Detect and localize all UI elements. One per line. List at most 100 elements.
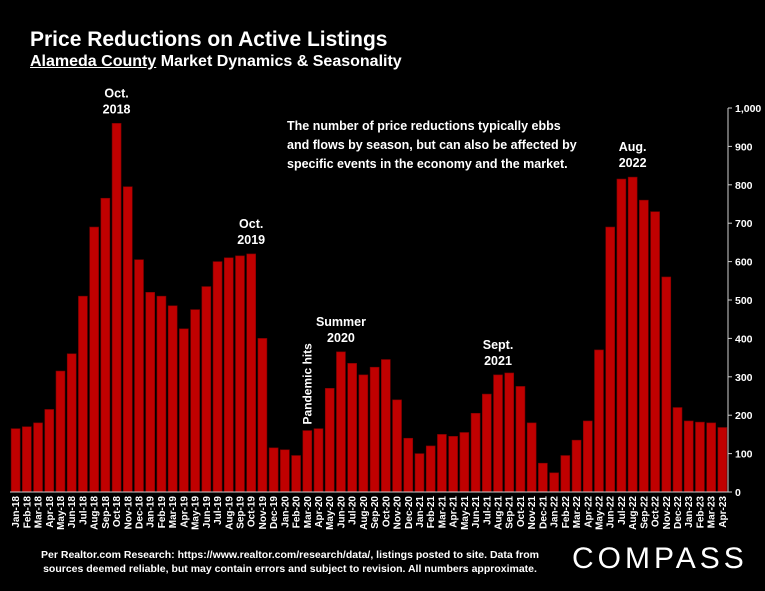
x-tick-label: Oct-20: [381, 496, 392, 528]
bar-oct-18: [111, 123, 122, 493]
x-tick-label: Feb-18: [22, 496, 33, 529]
x-tick-label: Aug-19: [224, 496, 235, 530]
y-tick-label: 300: [735, 372, 753, 384]
x-tick-label: Apr-18: [45, 496, 56, 528]
x-tick-label: Feb-22: [561, 496, 572, 529]
x-tick-label: Sep-19: [235, 496, 246, 529]
bar-oct-21: [515, 386, 526, 493]
annotation-label: 2018: [103, 102, 131, 116]
x-tick-label: May-21: [460, 496, 471, 530]
annotation-label: Oct.: [239, 217, 263, 231]
x-tick-label: Jul-21: [482, 496, 493, 525]
bar-jul-22: [616, 178, 627, 493]
x-tick-label: Jun-20: [336, 496, 347, 529]
x-tick-label: Feb-23: [695, 496, 706, 529]
bar-dec-20: [403, 437, 414, 493]
x-tick-label: Aug-20: [359, 496, 370, 530]
x-tick-label: Dec-21: [538, 496, 549, 529]
x-tick-label: Oct-21: [516, 496, 527, 528]
bar-mar-20: [302, 430, 313, 493]
x-tick-label: Sep-20: [370, 496, 381, 529]
x-tick-label: Mar-20: [303, 496, 314, 529]
bar-jan-21: [414, 453, 425, 493]
x-tick-label: Jan-20: [280, 496, 291, 528]
bar-aug-18: [89, 226, 99, 493]
x-tick-label: Jun-18: [67, 496, 78, 529]
source-footnote: Per Realtor.com Research: https://www.re…: [30, 548, 550, 576]
x-tick-label: Jul-20: [348, 496, 359, 525]
bar-nov-22: [661, 276, 672, 493]
x-tick-label: Jun-21: [471, 496, 482, 529]
bar-may-18: [55, 370, 66, 493]
bar-feb-23: [695, 421, 705, 493]
bar-feb-18: [22, 426, 32, 493]
chart-note-line: The number of price reductions typically…: [287, 119, 561, 133]
bar-jan-18: [10, 428, 21, 493]
x-tick-label: Jul-19: [213, 496, 224, 525]
x-tick-label: Oct-22: [651, 496, 662, 528]
x-tick-label: Mar-22: [572, 496, 583, 529]
bar-oct-19: [246, 253, 256, 493]
bar-mar-19: [167, 305, 178, 493]
x-tick-label: Dec-20: [404, 496, 415, 529]
x-tick-label: Mar-18: [34, 496, 45, 529]
x-tick-label: Nov-19: [258, 496, 269, 530]
bar-dec-21: [538, 462, 548, 493]
annotation-label: Oct.: [104, 86, 128, 100]
bar-mar-23: [706, 422, 716, 493]
bar-aug-21: [493, 374, 503, 493]
bar-feb-20: [291, 455, 301, 493]
bar-apr-21: [448, 436, 458, 493]
bar-apr-22: [582, 420, 593, 493]
x-tick-label: Apr-20: [314, 496, 325, 528]
x-tick-label: Dec-18: [135, 496, 146, 529]
chart-subtitle: Alameda County Market Dynamics & Seasona…: [30, 53, 402, 71]
annotation-label: Aug.: [619, 140, 647, 154]
bar-dec-18: [134, 259, 144, 493]
bar-jul-21: [482, 393, 492, 493]
x-tick-label: Jan-21: [415, 496, 426, 528]
bar-jan-23: [683, 420, 694, 493]
x-tick-label: Aug-22: [628, 496, 639, 530]
x-tick-label: May-18: [56, 496, 67, 530]
annotation-label: 2020: [327, 331, 355, 345]
bar-jun-21: [470, 412, 481, 493]
x-tick-label: Feb-20: [292, 496, 303, 529]
x-tick-label: May-22: [594, 496, 605, 530]
x-tick-label: Mar-19: [168, 496, 179, 529]
x-tick-label: Nov-22: [662, 496, 673, 530]
bar-may-21: [459, 432, 470, 493]
bar-nov-20: [392, 399, 402, 493]
y-tick-label: 100: [735, 449, 753, 461]
bar-sep-21: [504, 372, 515, 493]
bar-aug-20: [358, 374, 369, 493]
bar-mar-21: [437, 434, 447, 493]
y-tick-label: 700: [735, 218, 753, 230]
bar-nov-18: [123, 186, 133, 493]
y-tick-label: 800: [735, 180, 753, 192]
x-tick-label: Sep-22: [639, 496, 650, 529]
y-tick-label: 400: [735, 333, 753, 345]
x-tick-label: Apr-19: [179, 496, 190, 528]
source-line-2: sources deemed reliable, but may contain…: [43, 563, 537, 575]
bar-mar-22: [571, 439, 582, 493]
bar-nov-21: [526, 422, 537, 493]
x-tick-label: Apr-22: [583, 496, 594, 528]
x-tick-label: Mar-23: [707, 496, 718, 529]
x-tick-label: Jan-19: [146, 496, 157, 528]
bar-jun-22: [605, 226, 615, 493]
bar-jul-20: [347, 363, 357, 493]
bar-feb-19: [156, 295, 167, 493]
x-tick-label: Sep-21: [505, 496, 516, 529]
x-tick-label: Aug-21: [494, 496, 505, 530]
x-tick-label: Feb-19: [157, 496, 168, 529]
annotation-label: 2022: [619, 156, 647, 170]
bar-nov-19: [257, 338, 268, 493]
x-tick-label: Jan-18: [11, 496, 22, 528]
x-tick-label: Jan-22: [550, 496, 561, 528]
bar-may-22: [594, 349, 604, 493]
bar-apr-20: [313, 428, 324, 493]
bar-jan-20: [280, 449, 290, 493]
bar-may-20: [324, 388, 335, 493]
